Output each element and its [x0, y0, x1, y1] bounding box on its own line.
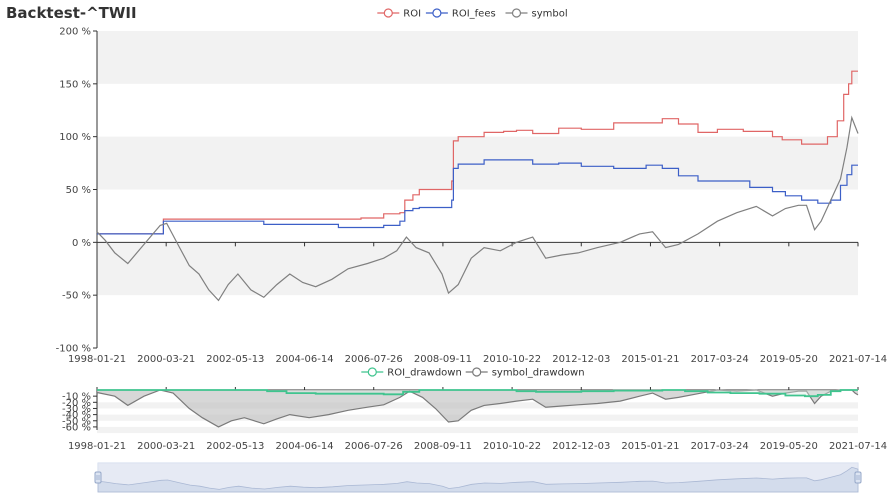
top-grid-bands: [97, 31, 858, 296]
area-symbol_drawdown: [97, 390, 858, 427]
x-tick-label: 2002-05-13: [206, 354, 264, 365]
x-tick-label: 1998-01-21: [68, 441, 126, 452]
y-tick-label: -50 %: [62, 291, 91, 302]
top-y-axis: 200 % 150 % 100 % 50 % 0 % -50 % -100 %: [56, 27, 98, 355]
legend-item-roi[interactable]: ROI: [377, 8, 421, 20]
series-line-roi_fees: [97, 159, 858, 235]
data-zoom-slider: [94, 462, 862, 493]
legend-item-roi_drawdown[interactable]: ROI_drawdown: [361, 367, 462, 379]
x-tick-label: 1998-01-21: [68, 354, 126, 365]
top-legend: ROI ROI_fees symbol: [377, 8, 568, 20]
zoom-preview: [97, 466, 859, 493]
x-tick-label: 2010-10-22: [483, 441, 541, 452]
legend-label: ROI: [403, 9, 421, 20]
legend-marker-icon: [472, 367, 482, 377]
x-tick-label: 2008-09-11: [414, 354, 472, 365]
legend-marker-icon: [511, 8, 522, 18]
zoom-handle-left[interactable]: [94, 471, 102, 484]
x-tick-label: 2004-06-14: [275, 441, 333, 452]
y-tick-label: 50 %: [66, 185, 91, 196]
grid-band: [97, 426, 858, 434]
x-tick-label: 2017-03-24: [691, 354, 749, 365]
legend-item-symbol[interactable]: symbol: [505, 8, 568, 20]
x-tick-label: 2015-01-21: [621, 441, 679, 452]
y-tick-label: 200 %: [59, 27, 91, 38]
x-tick-label: 2012-12-03: [552, 441, 610, 452]
series-line-roi: [97, 70, 858, 235]
x-tick-label: 2019-05-20: [760, 441, 818, 452]
y-tick-label: -50 %: [62, 416, 91, 427]
y-tick-label: -10 %: [62, 392, 91, 403]
legend-label: symbol: [532, 9, 568, 20]
legend-marker-icon: [432, 8, 442, 18]
x-tick-label: 2019-05-20: [760, 354, 818, 365]
bottom-y-axis: -10 %-20 %-30 %-40 %-50 %-60 %: [62, 390, 98, 433]
handle-grip-icon[interactable]: [854, 471, 862, 484]
x-tick-label: 2000-03-21: [137, 354, 195, 365]
x-tick-label: 2012-12-03: [552, 354, 610, 365]
x-tick-label: 2021-07-14: [829, 354, 887, 365]
grid-band: [97, 242, 858, 296]
legend-item-roi_fees[interactable]: ROI_fees: [425, 8, 496, 20]
x-tick-label: 2006-07-26: [345, 354, 403, 365]
y-tick-label: 150 %: [59, 79, 91, 90]
series-line-symbol: [96, 115, 859, 302]
series-line-roi_drawdown: [97, 389, 858, 398]
y-tick-label: 0 %: [72, 238, 91, 249]
legend-item-symbol_drawdown[interactable]: symbol_drawdown: [465, 367, 585, 379]
x-tick-label: 2021-07-14: [829, 441, 887, 452]
top-series: [96, 70, 859, 302]
x-tick-label: 2010-10-22: [483, 354, 541, 365]
y-tick-label: -40 %: [62, 410, 91, 421]
y-tick-label: -30 %: [62, 404, 91, 415]
legend-marker-icon: [383, 8, 393, 18]
x-tick-label: 2006-07-26: [345, 441, 403, 452]
grid-band: [97, 31, 858, 84]
bottom-series: [96, 389, 859, 428]
y-tick-label: -20 %: [62, 398, 91, 409]
x-tick-label: 2017-03-24: [691, 441, 749, 452]
grid-band: [97, 414, 858, 421]
y-tick-label: -60 %: [62, 422, 91, 433]
legend-label: symbol_drawdown: [492, 368, 585, 379]
zoom-handle-right[interactable]: [854, 471, 862, 484]
handle-grip-icon[interactable]: [94, 471, 102, 484]
series-line-symbol_drawdown: [96, 389, 859, 428]
x-tick-label: 2000-03-21: [137, 441, 195, 452]
x-tick-label: 2015-01-21: [621, 354, 679, 365]
y-tick-label: -100 %: [56, 344, 91, 355]
legend-marker-icon: [367, 367, 377, 377]
top-x-axis: 1998-01-21 2000-03-21 2002-05-13 2004-06-14…: [68, 241, 887, 365]
y-tick-label: 100 %: [59, 132, 91, 143]
legend-label: ROI_drawdown: [387, 368, 462, 379]
chart-title: Backtest-^TWII: [6, 4, 137, 22]
bottom-legend: ROI_drawdown symbol_drawdown: [361, 367, 585, 379]
x-tick-label: 2004-06-14: [275, 354, 333, 365]
legend-label: ROI_fees: [452, 9, 496, 20]
x-tick-label: 2008-09-11: [414, 441, 472, 452]
x-tick-label: 2002-05-13: [206, 441, 264, 452]
